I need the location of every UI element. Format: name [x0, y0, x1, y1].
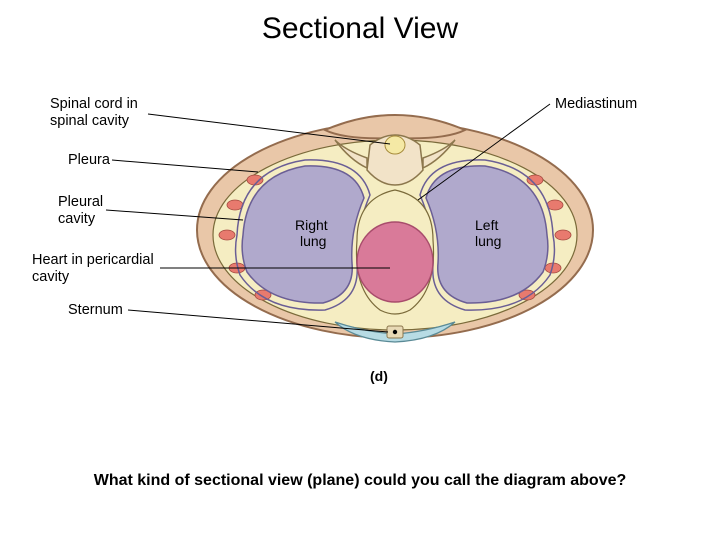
label-pleura: Pleura	[68, 152, 110, 169]
label-sternum: Sternum	[68, 302, 123, 319]
right-lung-label-a: Right	[295, 217, 328, 233]
cross-section-svg: Right lung Left lung	[185, 90, 605, 350]
left-lung-label-a: Left	[475, 217, 498, 233]
label-spinal: Spinal cord in spinal cavity	[50, 96, 138, 129]
figure-id: (d)	[370, 368, 388, 384]
label-pleural-cavity: Pleural cavity	[58, 194, 103, 227]
left-lung-label-b: lung	[475, 233, 501, 249]
label-mediastinum: Mediastinum	[555, 96, 637, 113]
right-lung-label-b: lung	[300, 233, 326, 249]
diagram-container: Right lung Left lung Spinal cord in spin…	[50, 90, 670, 390]
question-text: What kind of sectional view (plane) coul…	[0, 472, 720, 490]
page-title: Sectional View	[0, 12, 720, 46]
label-heart: Heart in pericardial cavity	[32, 252, 154, 285]
